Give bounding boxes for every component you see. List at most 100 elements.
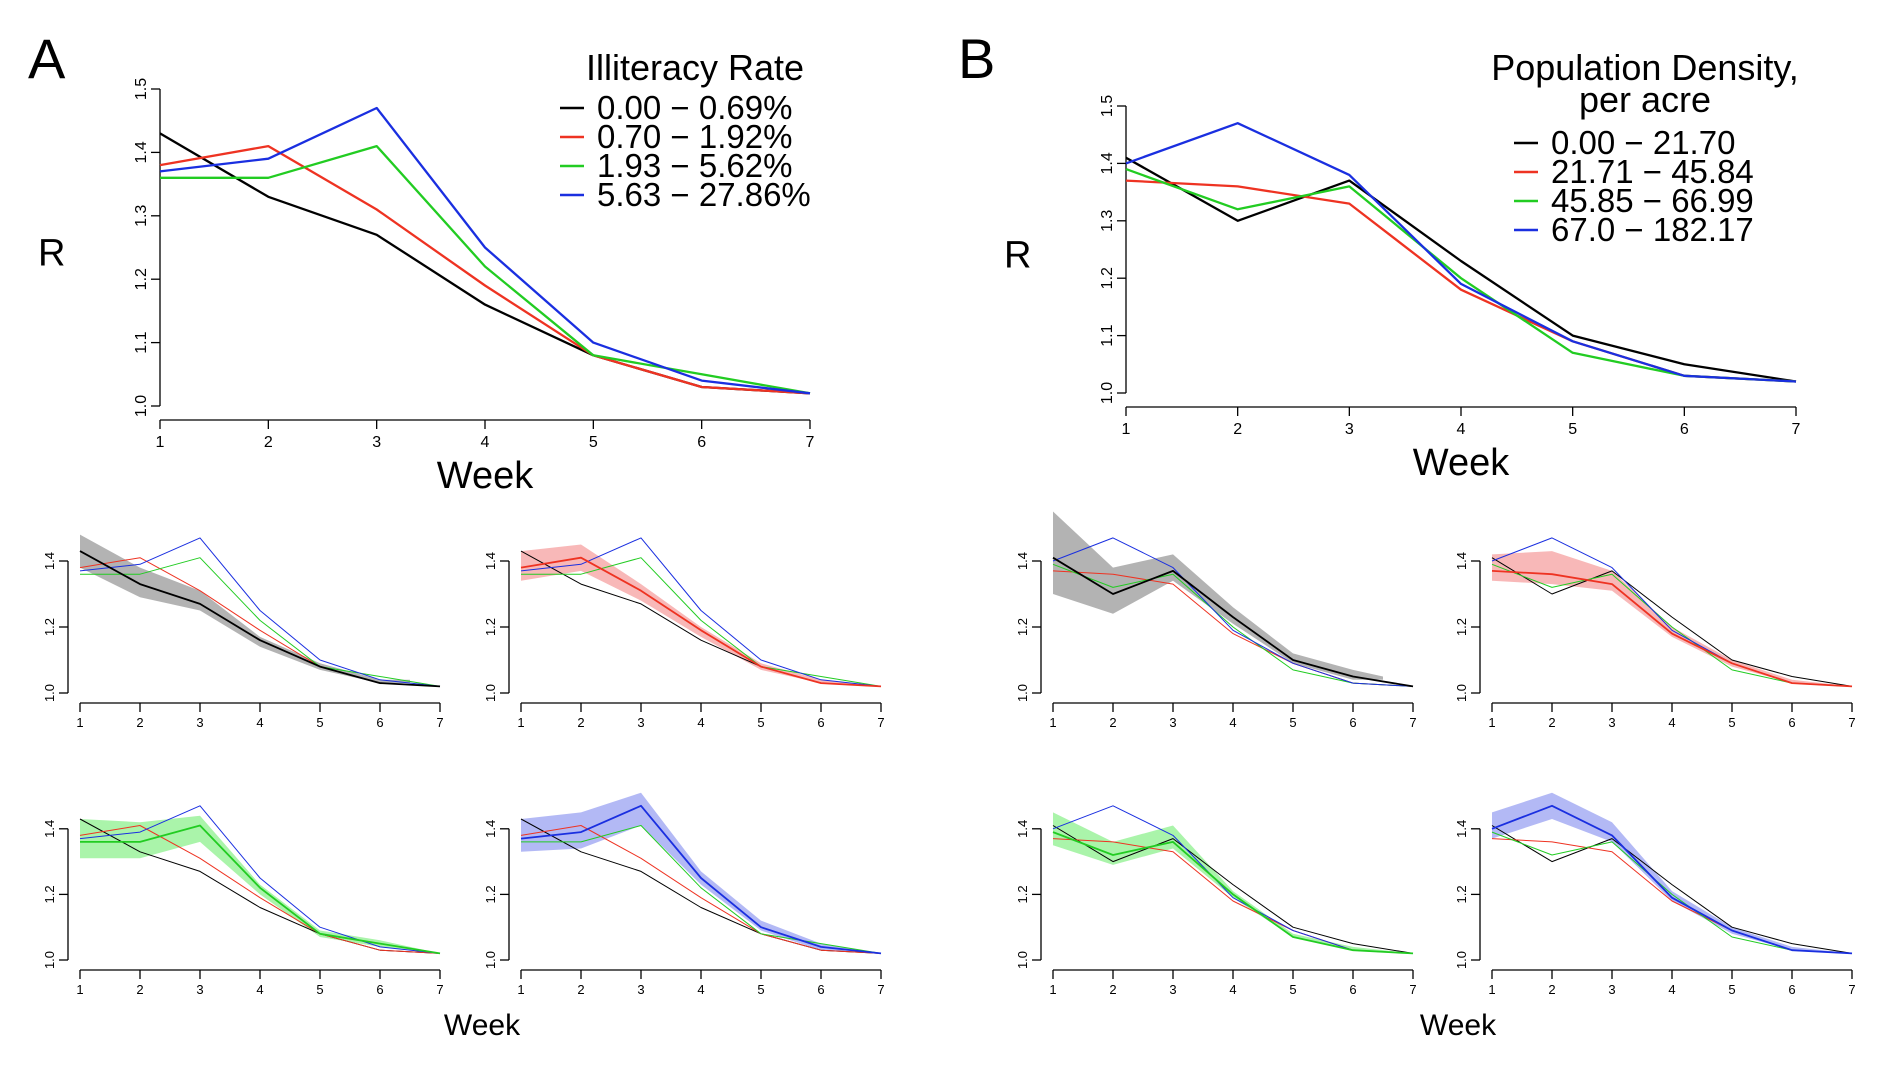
- panel-a-small-1-x-tick-label: 7: [436, 715, 443, 730]
- panel-b-small-3-x-tick-label: 1: [1049, 982, 1056, 997]
- panel-a-y-tick-label: 1.4: [133, 141, 150, 163]
- panel-a-small-4-x-tick-label: 3: [637, 982, 644, 997]
- panel-b-series-line-0: [1125, 156, 1797, 383]
- panel-b-legend-entry: 0.00 − 21.70: [1551, 124, 1735, 161]
- panel-b-legend-entry: 67.0 − 182.17: [1551, 211, 1754, 248]
- panel-b-small-1-confidence-band: [1053, 511, 1383, 680]
- panel-b-small-3-y-tick-label: 1.4: [1015, 820, 1030, 838]
- panel-a-small-1-x-tick-label: 6: [376, 715, 383, 730]
- panel-b-x-tick-label: 4: [1457, 421, 1466, 438]
- panel-a-small-4-highlight-line: [520, 804, 882, 955]
- panel-b-small-2-x-tick-label: 4: [1668, 715, 1675, 730]
- panel-b-small-4-x-tick-label: 3: [1608, 982, 1615, 997]
- panel-b-legend-title-line: per acre: [1579, 79, 1711, 120]
- panel-b-small-4-x-tick-label: 6: [1788, 982, 1795, 997]
- panel-a-small-2-x-tick-label: 3: [637, 715, 644, 730]
- panel-a-x-tick-label: 6: [697, 434, 706, 451]
- panel-b-small-4-y-tick-label: 1.2: [1454, 885, 1469, 903]
- panel-b-y-tick-label: 1.4: [1099, 152, 1116, 174]
- panel-a-small-4-context-line-1: [520, 825, 882, 954]
- panel-b-small-3-highlight-line: [1052, 831, 1414, 955]
- panel-a-small-4-x-tick-label: 6: [817, 982, 824, 997]
- panel-a-small-2-y-tick-label: 1.2: [483, 618, 498, 636]
- panel-b-small-1-x-tick-label: 1: [1049, 715, 1056, 730]
- panel-a-small-3-context-line-1: [79, 825, 441, 954]
- panel-a-x-tick-label: 1: [156, 434, 165, 451]
- panel-a-small-1-x-tick-label: 2: [136, 715, 143, 730]
- panel-b-legend-title-line: Population Density,: [1491, 47, 1799, 88]
- panel-a-y-tick-label: 1.2: [133, 268, 150, 290]
- panel-b-small-3-confidence-band: [1053, 812, 1413, 954]
- panel-a-legend-entry: 0.00 − 0.69%: [597, 89, 792, 126]
- panel-b-label: B: [958, 27, 995, 90]
- panel-b-small-2: 1 2 3 4 5 6 7 1.0 1.2 1.4: [1454, 537, 1856, 730]
- panel-a-small-3-y-tick-label: 1.4: [42, 820, 57, 838]
- panel-b-small-3-x-tick-label: 2: [1109, 982, 1116, 997]
- panel-a-small-4-x-tick-label: 7: [877, 982, 884, 997]
- panel-b-small-3-x-tick-label: 4: [1229, 982, 1236, 997]
- panel-a-x-tick-label: 7: [806, 434, 815, 451]
- panel-a-legend-entry: 5.63 − 27.86%: [597, 176, 811, 213]
- panel-b-small-2-x-tick-label: 2: [1548, 715, 1555, 730]
- panel-a-small-3-x-tick-label: 3: [196, 982, 203, 997]
- panel-a-small-4-context-line-2: [521, 825, 882, 954]
- panel-a-y-tick-label: 1.3: [133, 205, 150, 227]
- panel-b-small-4-x-tick-label: 7: [1848, 982, 1855, 997]
- panel-a-small-3-x-tick-label: 2: [136, 982, 143, 997]
- panel-b-x-tick-label: 3: [1345, 421, 1354, 438]
- panel-a-y-tick-label: 1.0: [133, 395, 150, 417]
- panel-b-small-3-x-tick-label: 7: [1409, 982, 1416, 997]
- panel-a-x-tick-label: 2: [264, 434, 273, 451]
- panel-b-small-2-y-tick-label: 1.2: [1454, 618, 1469, 636]
- panel-b-x-tick-label: 6: [1680, 421, 1689, 438]
- panel-b-legend-entry: 45.85 − 66.99: [1551, 182, 1754, 219]
- panel-a-small-4-y-tick-label: 1.0: [483, 951, 498, 969]
- panel-a-ylabel: R: [38, 233, 65, 275]
- panel-b-x-tick-label: 5: [1568, 421, 1577, 438]
- panel-a-small-2-context-line-2: [521, 557, 882, 687]
- panel-b-xlabel: Week: [1413, 442, 1510, 484]
- panel-a-xlabel: Week: [437, 455, 534, 497]
- panel-b-small-4-confidence-band: [1492, 792, 1852, 954]
- panel-a-small-4-x-tick-label: 1: [517, 982, 524, 997]
- panel-b-small-3-context-line-0: [1052, 825, 1414, 954]
- panel-b-small-4-context-line-0: [1491, 825, 1853, 954]
- panel-b-x-tick-label: 7: [1792, 421, 1801, 438]
- panel-a-small-3-x-tick-label: 7: [436, 982, 443, 997]
- panel-b-small-4: 1 2 3 4 5 6 7 1.0 1.2 1.4: [1454, 792, 1856, 997]
- panel-b-series-line-3: [1125, 122, 1797, 383]
- panel-a-small-3-y-tick-label: 1.2: [42, 885, 57, 903]
- panel-b-small-4-x-tick-label: 2: [1548, 982, 1555, 997]
- panel-a-small-3-confidence-band: [80, 815, 440, 954]
- panel-b-x-tick-label: 1: [1122, 421, 1131, 438]
- panel-a-small-1: 1 2 3 4 5 6 7 1.0 1.2 1.4: [42, 534, 444, 730]
- panel-b-small-2-y-tick-label: 1.4: [1454, 552, 1469, 570]
- panel-a-small-3-x-tick-label: 1: [76, 982, 83, 997]
- panel-b-small-2-x-tick-label: 1: [1488, 715, 1495, 730]
- panel-a-series-line-3: [159, 106, 811, 395]
- panel-a-x-tick-label: 5: [589, 434, 598, 451]
- panel-b-small-4-x-tick-label: 5: [1728, 982, 1735, 997]
- panel-a-small-1-context-line-3: [79, 537, 441, 687]
- panel-b-small-2-x-tick-label: 6: [1788, 715, 1795, 730]
- panel-b-small-1-x-tick-label: 2: [1109, 715, 1116, 730]
- panel-a-small-1-context-line-2: [80, 557, 441, 687]
- panel-a-small-4-confidence-band: [521, 792, 881, 954]
- panel-b-small-xlabel: Week: [1420, 1009, 1497, 1042]
- panel-b-small-1-x-tick-label: 5: [1289, 715, 1296, 730]
- panel-a-label: A: [28, 27, 66, 90]
- panel-a-small-1-x-tick-label: 3: [196, 715, 203, 730]
- panel-a-small-4-x-tick-label: 5: [757, 982, 764, 997]
- panel-b-small-1-x-tick-label: 6: [1349, 715, 1356, 730]
- panel-a-small-4-y-tick-label: 1.2: [483, 885, 498, 903]
- panel-b-small-3-context-line-3: [1052, 805, 1414, 954]
- panel-a-small-3-highlight-line: [80, 824, 441, 955]
- panel-a-small-2-y-tick-label: 1.0: [483, 684, 498, 702]
- panel-a-legend-title: Illiteracy Rate: [586, 47, 804, 88]
- panel-b-small-3-y-tick-label: 1.0: [1015, 951, 1030, 969]
- panel-b-small-3-x-tick-label: 5: [1289, 982, 1296, 997]
- panel-a-x-tick-label: 3: [372, 434, 381, 451]
- panel-a-small-4-x-tick-label: 4: [697, 982, 704, 997]
- panel-a-small-1-x-tick-label: 4: [256, 715, 263, 730]
